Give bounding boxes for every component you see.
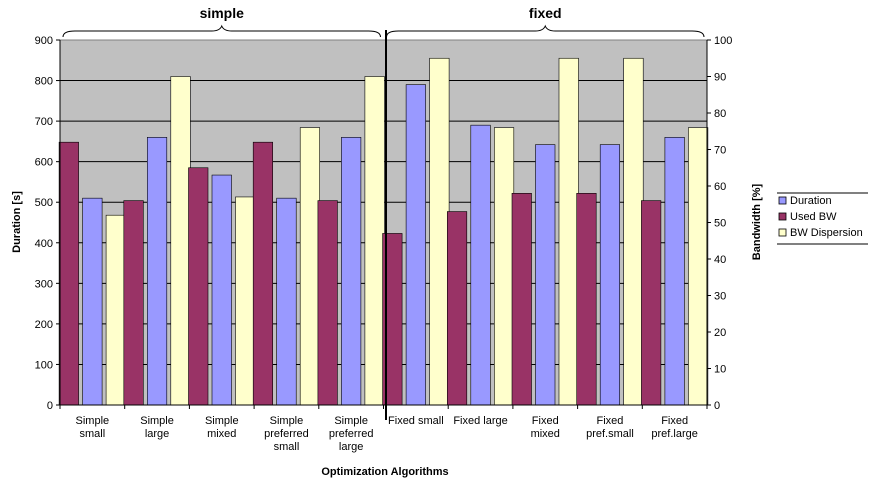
bar-duration xyxy=(341,137,362,406)
x-tick-label: Simple mixed xyxy=(205,415,239,440)
group-label: simple xyxy=(200,5,245,21)
bar-used-bw xyxy=(123,200,144,406)
left-tick-label: 600 xyxy=(35,157,53,169)
group-label: fixed xyxy=(529,5,562,21)
bars xyxy=(58,57,709,406)
left-tick-label: 200 xyxy=(35,319,53,331)
bar-bw-dispersion xyxy=(493,127,515,406)
x-tick-label: Simple preferred small xyxy=(264,415,309,453)
right-tick-label: 50 xyxy=(714,218,726,230)
bar-bw-dispersion xyxy=(364,76,385,406)
x-tick-label: Simple preferred large xyxy=(329,415,374,453)
right-tick-label: 100 xyxy=(714,35,732,47)
left-tick-label: 400 xyxy=(35,238,53,250)
bar-bw-dispersion xyxy=(429,57,450,406)
legend: Duration Used BW BW Dispersion xyxy=(777,192,868,245)
group-brace xyxy=(386,24,705,38)
left-tick-label: 700 xyxy=(35,116,53,128)
bar-bw-dispersion xyxy=(688,127,709,406)
legend-swatch xyxy=(778,196,787,205)
right-tick-label: 80 xyxy=(714,108,726,120)
x-tick-label: Fixed mixed xyxy=(531,415,560,440)
bar-used-bw xyxy=(188,167,209,406)
bar-duration xyxy=(599,144,621,406)
right-axis-ticks: 0 10 20 30 40 50 60 70 80 90 100 xyxy=(707,35,732,412)
right-tick-label: 10 xyxy=(714,364,726,376)
bar-duration xyxy=(82,197,103,406)
bar-bw-dispersion xyxy=(623,57,644,406)
bar-used-bw xyxy=(446,211,468,406)
bar-used-bw xyxy=(641,200,662,406)
left-tick-label: 300 xyxy=(35,278,53,290)
group-braces: simple fixed xyxy=(62,5,705,38)
bar-bw-dispersion xyxy=(235,196,256,406)
bar-bw-dispersion xyxy=(299,127,321,406)
bar-duration xyxy=(405,84,426,406)
right-tick-label: 90 xyxy=(714,72,726,84)
right-tick-label: 60 xyxy=(714,181,726,193)
x-tick-label: Fixed large xyxy=(453,415,507,427)
legend-label: Duration xyxy=(790,195,832,207)
left-tick-label: 900 xyxy=(35,35,53,47)
x-tick-label: Fixed small xyxy=(388,415,444,427)
legend-label: BW Dispersion xyxy=(790,227,863,239)
legend-swatch xyxy=(778,228,787,237)
right-tick-label: 20 xyxy=(714,327,726,339)
bar-duration xyxy=(535,144,556,406)
y2-axis-title: Bandwidth [%] xyxy=(751,183,763,260)
y-axis-title: Duration [s] xyxy=(11,191,23,253)
right-tick-label: 70 xyxy=(714,145,726,157)
left-tick-label: 800 xyxy=(35,76,53,88)
left-tick-label: 100 xyxy=(35,359,53,371)
right-tick-label: 30 xyxy=(714,291,726,303)
bar-duration xyxy=(211,174,232,406)
bar-bw-dispersion xyxy=(558,57,579,406)
x-axis-title: Optimization Algorithms xyxy=(321,466,448,478)
bar-duration xyxy=(147,137,168,406)
bar-duration xyxy=(664,137,685,406)
right-tick-label: 40 xyxy=(714,254,726,266)
bar-bw-dispersion xyxy=(170,76,191,406)
legend-swatch xyxy=(778,212,787,221)
bar-used-bw xyxy=(511,193,532,406)
x-tick-label: Simple large xyxy=(140,415,174,440)
x-tick-label: Fixed pref.small xyxy=(586,415,634,440)
x-tick-label: Simple small xyxy=(76,415,110,440)
x-tick-label: Fixed pref.large xyxy=(651,415,697,440)
left-tick-label: 500 xyxy=(35,197,53,209)
right-tick-label: 0 xyxy=(714,400,720,412)
left-tick-label: 0 xyxy=(47,400,53,412)
x-axis-labels: Simple small Simple large Simple mixed Simple p… xyxy=(59,405,708,453)
bar-used-bw xyxy=(58,141,79,406)
bar-used-bw xyxy=(317,200,338,406)
group-brace xyxy=(62,24,381,38)
bar-duration xyxy=(276,197,297,406)
bar-used-bw xyxy=(252,141,273,406)
legend-label: Used BW xyxy=(790,211,837,223)
bar-used-bw xyxy=(576,193,597,406)
left-axis-ticks: 0 100 200 300 400 500 600 700 800 900 xyxy=(35,35,60,412)
bar-duration xyxy=(470,124,491,406)
bar-bw-dispersion xyxy=(105,214,126,406)
